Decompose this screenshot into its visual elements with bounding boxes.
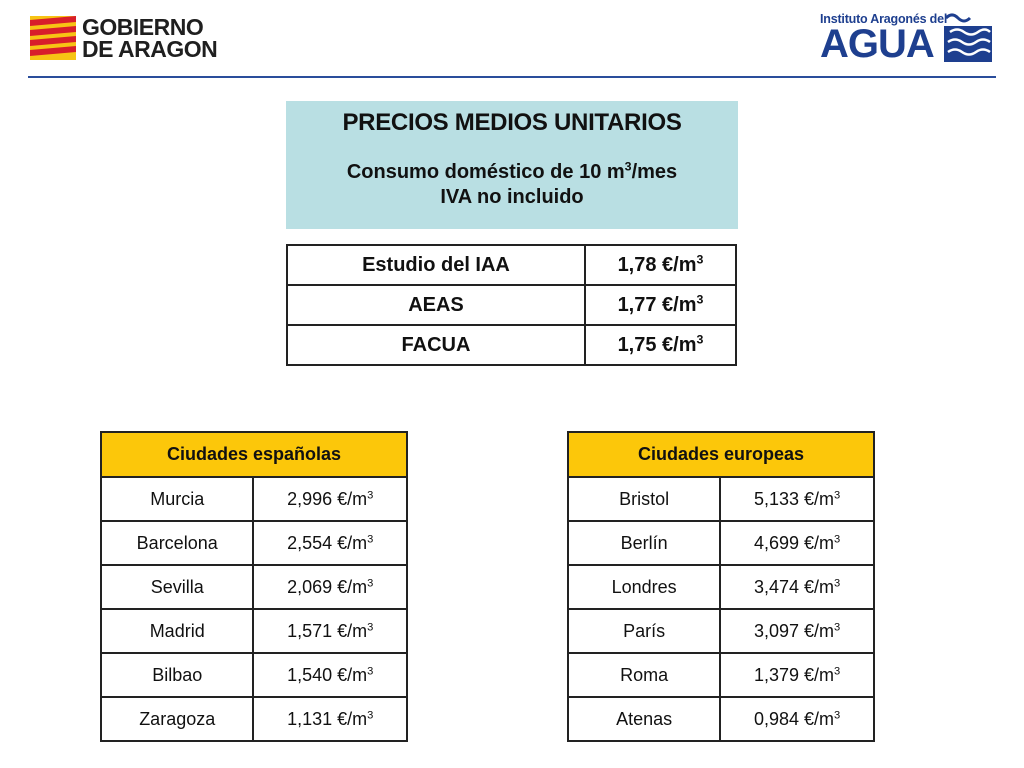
table-row: Bristol 5,133 €/m3 <box>566 476 875 522</box>
spanish-cities-table: Ciudades españolas Murcia 2,996 €/m3 Barc… <box>99 431 408 742</box>
table-row: Roma 1,379 €/m3 <box>566 652 875 698</box>
study-value: 1,78 €/m3 <box>584 244 737 286</box>
city-name: Sevilla <box>99 564 255 610</box>
spanish-cities-header: Ciudades españolas <box>100 431 408 478</box>
study-value: 1,75 €/m3 <box>584 324 737 366</box>
table-row: Londres 3,474 €/m3 <box>566 564 875 610</box>
vat-note: IVA no incluido <box>440 186 584 208</box>
city-name: Zaragoza <box>99 696 255 742</box>
city-price: 2,996 €/m3 <box>252 476 408 522</box>
table-row: Madrid 1,571 €/m3 <box>99 608 408 654</box>
city-price: 5,133 €/m3 <box>719 476 875 522</box>
city-name: Londres <box>566 564 722 610</box>
iaa-logo-title: AGUA <box>820 22 935 66</box>
city-price: 1,571 €/m3 <box>252 608 408 654</box>
city-price: 3,474 €/m3 <box>719 564 875 610</box>
study-name: AEAS <box>286 284 586 326</box>
city-price: 1,379 €/m3 <box>719 652 875 698</box>
table-row: Zaragoza 1,131 €/m3 <box>99 696 408 742</box>
city-price: 0,984 €/m3 <box>719 696 875 742</box>
city-name: Roma <box>566 652 722 698</box>
city-name: Murcia <box>99 476 255 522</box>
city-name: Bilbao <box>99 652 255 698</box>
water-waves-icon <box>944 13 992 62</box>
table-row: Bilbao 1,540 €/m3 <box>99 652 408 698</box>
study-value: 1,77 €/m3 <box>584 284 737 326</box>
table-row: Barcelona 2,554 €/m3 <box>99 520 408 566</box>
logo-line-1: GOBIERNO <box>82 14 204 40</box>
aragon-flag-icon <box>30 16 76 60</box>
gobierno-aragon-wordmark: GOBIERNO DE ARAGON <box>82 14 218 62</box>
table-row: FACUA 1,75 €/m3 <box>286 324 737 366</box>
gobierno-aragon-logo: GOBIERNO DE ARAGON <box>30 14 218 62</box>
study-name: FACUA <box>286 324 586 366</box>
city-price: 3,097 €/m3 <box>719 608 875 654</box>
city-name: París <box>566 608 722 654</box>
city-name: Berlín <box>566 520 722 566</box>
city-price: 1,131 €/m3 <box>252 696 408 742</box>
table-row: París 3,097 €/m3 <box>566 608 875 654</box>
title-box: PRECIOS MEDIOS UNITARIOS Consumo domésti… <box>286 101 738 229</box>
study-prices-table: Estudio del IAA 1,78 €/m3 AEAS 1,77 €/m3… <box>286 244 737 366</box>
table-row: Sevilla 2,069 €/m3 <box>99 564 408 610</box>
table-row: Estudio del IAA 1,78 €/m3 <box>286 244 737 286</box>
study-name: Estudio del IAA <box>286 244 586 286</box>
page-title: PRECIOS MEDIOS UNITARIOS <box>342 109 682 136</box>
city-price: 2,069 €/m3 <box>252 564 408 610</box>
city-name: Barcelona <box>99 520 255 566</box>
city-price: 4,699 €/m3 <box>719 520 875 566</box>
city-price: 2,554 €/m3 <box>252 520 408 566</box>
city-name: Madrid <box>99 608 255 654</box>
table-row: AEAS 1,77 €/m3 <box>286 284 737 326</box>
table-row: Murcia 2,996 €/m3 <box>99 476 408 522</box>
consumption-subtitle: Consumo doméstico de 10 m3/mes <box>346 159 678 183</box>
european-cities-table: Ciudades europeas Bristol 5,133 €/m3 Berl… <box>566 431 875 742</box>
logo-line-2: DE ARAGON <box>82 36 218 62</box>
table-row: Atenas 0,984 €/m3 <box>566 696 875 742</box>
city-price: 1,540 €/m3 <box>252 652 408 698</box>
table-row: Berlín 4,699 €/m3 <box>566 520 875 566</box>
iaa-logo: Instituto Aragonés del AGUA <box>820 10 992 66</box>
city-name: Bristol <box>566 476 722 522</box>
iaa-logo-subtitle: Instituto Aragonés del <box>820 12 948 26</box>
european-cities-header: Ciudades europeas <box>567 431 875 478</box>
header-divider <box>28 76 996 78</box>
city-name: Atenas <box>566 696 722 742</box>
